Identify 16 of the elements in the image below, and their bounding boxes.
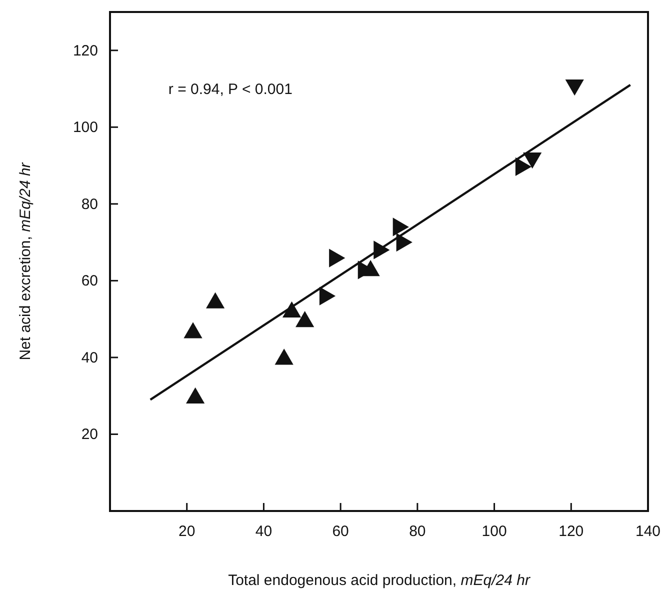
- annotation: r = 0.94, P < 0.001: [168, 80, 292, 98]
- x-axis-title: Total endogenous acid production, mEq/24 hr: [228, 572, 531, 589]
- x-tick-label: 100: [482, 523, 507, 540]
- y-tick-label: 80: [81, 196, 98, 213]
- y-tick-label: 40: [81, 349, 98, 366]
- y-tick-label: 100: [72, 119, 98, 136]
- y-tick-label: 60: [81, 272, 98, 290]
- y-tick-label: 120: [72, 42, 98, 60]
- x-tick-label: 120: [558, 523, 584, 540]
- x-tick-label: 80: [409, 523, 426, 540]
- x-tick-label: 20: [178, 523, 196, 540]
- x-tick-label: 140: [635, 523, 661, 540]
- y-tick-label: 20: [81, 426, 98, 444]
- x-tick-label: 40: [255, 523, 272, 540]
- x-tick-label: 60: [332, 523, 349, 540]
- y-axis-title: Net acid excretion, mEq/24 hr: [17, 162, 34, 360]
